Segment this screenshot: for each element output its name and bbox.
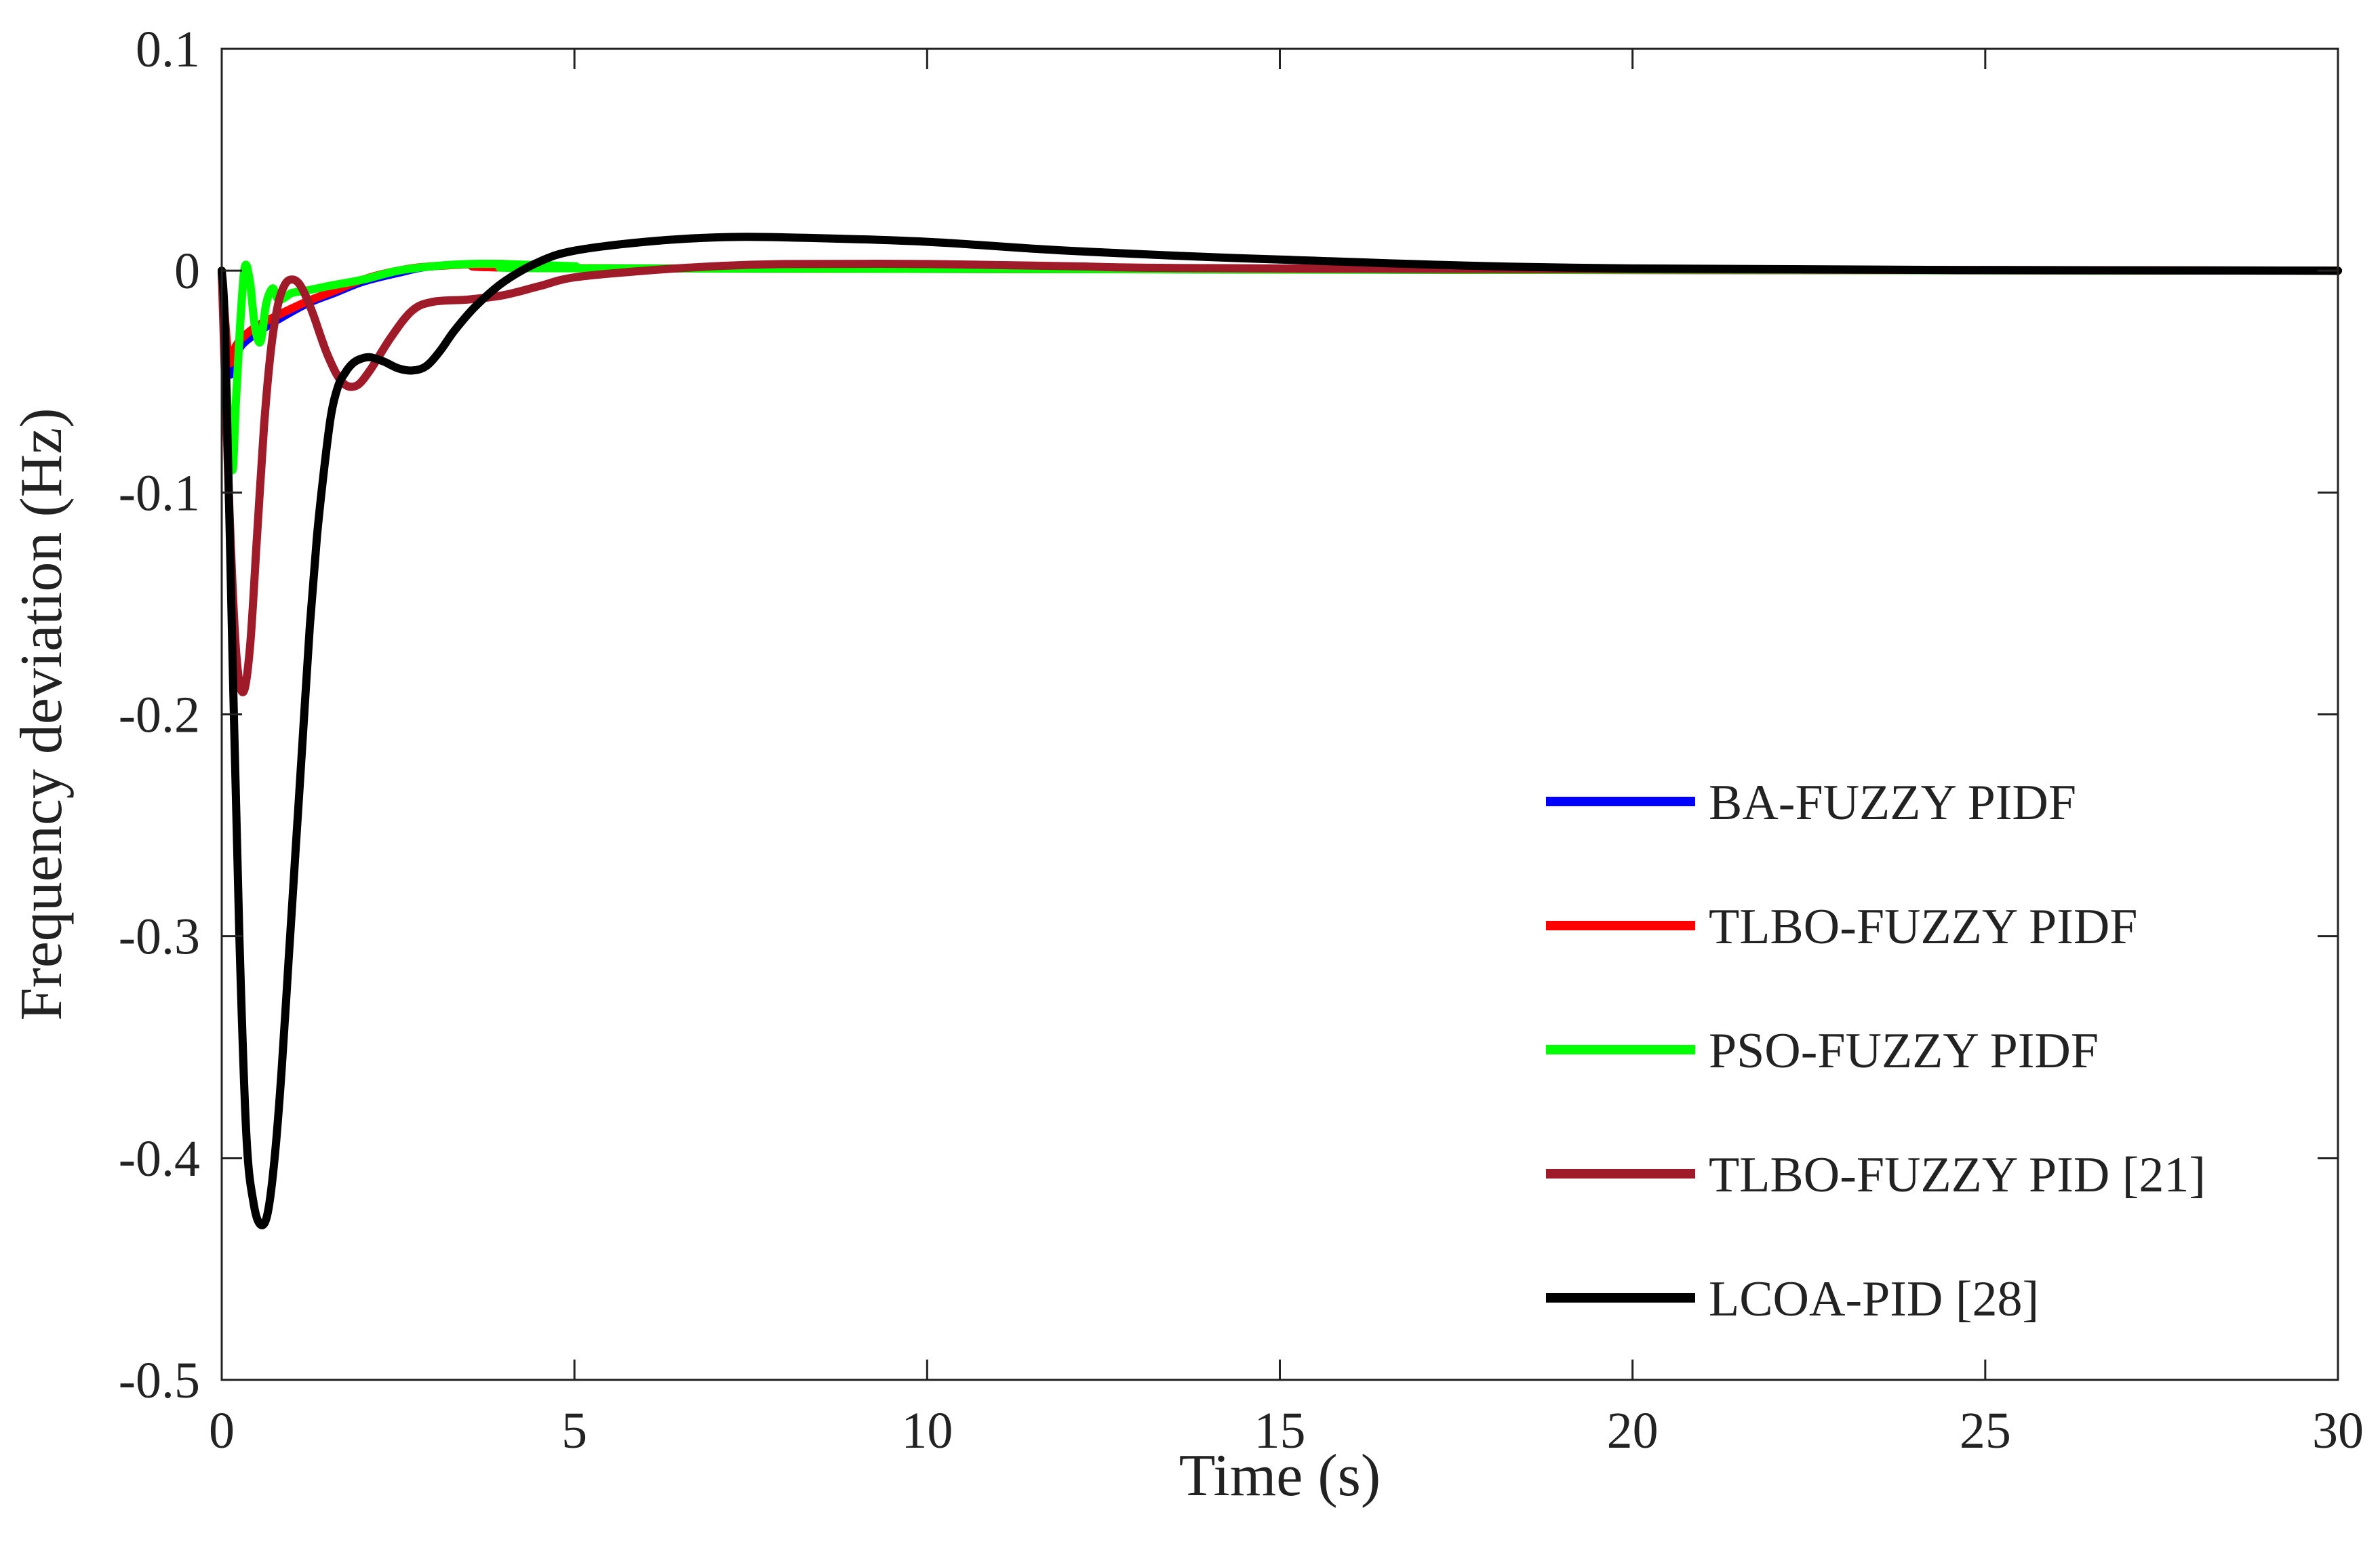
legend-label-tlbo-fuzzy-pid-21: TLBO-FUZZY PID [21] bbox=[1709, 1147, 2206, 1203]
legend-label-tlbo-fuzzy-pidf: TLBO-FUZZY PIDF bbox=[1709, 899, 2137, 955]
series-line-lcoa-pid-28 bbox=[218, 233, 2342, 1229]
y-tick-label: 0 bbox=[174, 243, 200, 300]
legend-label-lcoa-pid-28: LCOA-PID [28] bbox=[1709, 1271, 2039, 1327]
x-tick-label: 10 bbox=[901, 1402, 953, 1459]
y-tick-label: -0.5 bbox=[119, 1352, 200, 1409]
y-tick-label: 0.1 bbox=[136, 21, 200, 78]
x-tick-label: 5 bbox=[561, 1402, 587, 1459]
legend-label-pso-fuzzy-pidf: PSO-FUZZY PIDF bbox=[1709, 1023, 2099, 1079]
x-tick-label: 15 bbox=[1254, 1402, 1306, 1459]
ticks-layer: 0 5 10 15 20 25 30 0.1 0 -0.1 -0.2 -0.3 -0.4 -0.5 bbox=[119, 21, 2364, 1459]
y-tick-label: -0.1 bbox=[119, 464, 200, 521]
y-axis-title: Frequency deviation (Hz) bbox=[9, 408, 75, 1021]
x-tick-label: 0 bbox=[209, 1402, 235, 1459]
series-line-tlbo-fuzzy-pid-21 bbox=[218, 259, 2342, 696]
legend-label-ba-fuzzy-pidf: BA-FUZZY PIDF bbox=[1709, 775, 2076, 831]
x-axis-title: Time (s) bbox=[1179, 1443, 1381, 1509]
y-tick-label: -0.4 bbox=[119, 1130, 200, 1187]
series-layer bbox=[218, 233, 2342, 1229]
legend: BA-FUZZY PIDF TLBO-FUZZY PIDF PSO-FUZZY PI… bbox=[1546, 775, 2206, 1327]
x-tick-label: 30 bbox=[2312, 1402, 2364, 1459]
x-tick-label: 25 bbox=[1960, 1402, 2011, 1459]
y-tick-label: -0.2 bbox=[119, 687, 200, 744]
y-tick-label: -0.3 bbox=[119, 909, 200, 966]
x-tick-label: 20 bbox=[1607, 1402, 1659, 1459]
